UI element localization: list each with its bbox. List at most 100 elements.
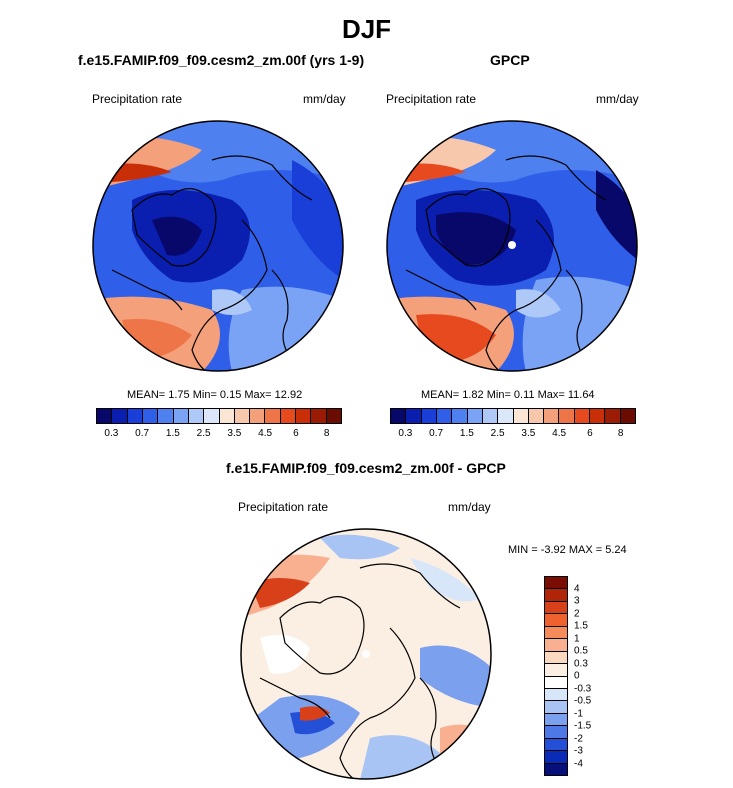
colorbar-swatch — [545, 738, 567, 752]
colorbar-tick-label: 3.5 — [521, 428, 536, 439]
model-precip-map — [92, 120, 344, 372]
model-colorbar-swatches — [96, 408, 342, 424]
model-stats: MEAN= 1.75 Min= 0.15 Max= 12.92 — [127, 389, 303, 401]
obs-units-label: mm/day — [596, 92, 639, 106]
colorbar-swatch — [620, 409, 635, 423]
colorbar-tick-label: 4.5 — [258, 428, 273, 439]
colorbar-swatch — [528, 409, 545, 423]
colorbar-swatch — [234, 409, 251, 423]
colorbar-tick-label: 2 — [574, 608, 580, 619]
colorbar-swatch — [545, 577, 567, 590]
colorbar-swatch — [482, 409, 499, 423]
obs-stats: MEAN= 1.82 Min= 0.11 Max= 11.64 — [421, 389, 595, 401]
colorbar-tick-label: 1 — [574, 633, 580, 644]
pole-hole-marker — [362, 650, 370, 658]
obs-colorbar: 0.3 0.7 1.5 2.5 3.5 4.5 6 8 — [390, 408, 636, 439]
colorbar-tick-label: 4 — [574, 583, 580, 594]
colorbar-swatch — [545, 614, 567, 627]
colorbar-swatch — [406, 409, 422, 423]
diff-colorbar-swatches — [544, 576, 568, 776]
colorbar-swatch — [188, 409, 205, 423]
colorbar-swatch — [219, 409, 235, 423]
colorbar-swatch — [311, 409, 327, 423]
colorbar-tick-label: 1.5 — [165, 428, 180, 439]
colorbar-swatch — [559, 409, 575, 423]
colorbar-tick-label: -2 — [574, 733, 583, 744]
colorbar-swatch — [127, 409, 143, 423]
colorbar-tick-label: 2.5 — [490, 428, 505, 439]
colorbar-swatch — [142, 409, 159, 423]
colorbar-tick-label: 0.7 — [135, 428, 150, 439]
colorbar-swatch — [391, 409, 407, 423]
diff-stats: MIN = -3.92 MAX = 5.24 — [508, 544, 627, 556]
colorbar-swatch — [513, 409, 529, 423]
colorbar-swatch — [498, 409, 514, 423]
colorbar-swatch — [544, 409, 560, 423]
colorbar-tick-label: 6 — [587, 428, 593, 439]
colorbar-tick-label: -4 — [574, 758, 583, 769]
colorbar-tick-label: -1.5 — [574, 720, 592, 732]
figure-title: DJF — [341, 14, 392, 44]
model-colorbar-ticks: 0.3 0.7 1.5 2.5 3.5 4.5 6 8 — [96, 424, 342, 439]
diff-panel-title: f.e15.FAMIP.f09_f09.cesm2_zm.00f - GPCP — [226, 460, 506, 476]
colorbar-swatch — [545, 701, 567, 714]
colorbar-swatch — [574, 409, 591, 423]
colorbar-swatch — [326, 409, 341, 423]
pole-hole-marker — [508, 241, 516, 249]
colorbar-tick-label: 0 — [574, 670, 580, 682]
obs-colorbar-ticks: 0.3 0.7 1.5 2.5 3.5 4.5 6 8 — [390, 424, 636, 439]
colorbar-swatch — [436, 409, 453, 423]
colorbar-tick-label: 0.7 — [429, 428, 444, 439]
colorbar-tick-label: 0.3 — [398, 428, 413, 439]
obs-variable-label: Precipitation rate — [386, 92, 477, 106]
colorbar-tick-label: 3 — [574, 595, 580, 607]
colorbar-swatch — [545, 676, 567, 689]
colorbar-tick-label: 0.3 — [104, 428, 119, 439]
colorbar-swatch — [545, 626, 567, 640]
model-variable-label: Precipitation rate — [92, 92, 183, 106]
colorbar-swatch — [250, 409, 266, 423]
colorbar-tick-label: -1 — [574, 708, 583, 719]
model-panel-title: f.e15.FAMIP.f09_f09.cesm2_zm.00f (yrs 1-… — [78, 52, 365, 68]
diff-colorbar-ticks: 4 3 2 1.5 1 0.5 0.3 0 -0.3 -0.5 -1 -1.5 -2 -3 -4 — [574, 576, 614, 776]
colorbar-tick-label: 3.5 — [227, 428, 242, 439]
diff-variable-label: Precipitation rate — [238, 500, 329, 514]
colorbar-swatch — [545, 601, 567, 615]
diff-precip-map — [240, 528, 492, 780]
colorbar-tick-label: 6 — [293, 428, 299, 439]
colorbar-swatch — [158, 409, 174, 423]
colorbar-swatch — [545, 763, 567, 775]
obs-panel-title: GPCP — [490, 52, 530, 68]
colorbar-tick-label: -3 — [574, 745, 583, 757]
diff-colorbar: 4 3 2 1.5 1 0.5 0.3 0 -0.3 -0.5 -1 -1.5 -2 -3 -4 — [544, 576, 591, 776]
colorbar-swatch — [545, 726, 567, 739]
colorbar-swatch — [296, 409, 312, 423]
colorbar-tick-label: -0.5 — [574, 695, 592, 707]
colorbar-swatch — [112, 409, 128, 423]
colorbar-swatch — [204, 409, 220, 423]
colorbar-tick-label: 8 — [617, 428, 624, 439]
colorbar-tick-label: 1.5 — [459, 428, 474, 439]
colorbar-tick-label: 0.5 — [574, 645, 588, 657]
colorbar-swatch — [545, 651, 567, 665]
colorbar-tick-label: 8 — [323, 428, 330, 439]
diff-units-label: mm/day — [448, 500, 491, 514]
colorbar-swatch — [97, 409, 113, 423]
colorbar-swatch — [173, 409, 189, 423]
colorbar-swatch — [545, 713, 567, 727]
colorbar-swatch — [545, 751, 567, 764]
colorbar-swatch — [545, 589, 567, 602]
colorbar-swatch — [421, 409, 437, 423]
colorbar-swatch — [467, 409, 483, 423]
colorbar-swatch — [545, 639, 567, 652]
colorbar-tick-label: 4.5 — [552, 428, 567, 439]
colorbar-tick-label: 0.3 — [574, 658, 588, 669]
colorbar-swatch — [280, 409, 297, 423]
obs-precip-map — [386, 120, 638, 372]
model-colorbar: 0.3 0.7 1.5 2.5 3.5 4.5 6 8 — [96, 408, 342, 439]
colorbar-swatch — [452, 409, 468, 423]
colorbar-swatch — [265, 409, 281, 423]
colorbar-swatch — [545, 664, 567, 677]
colorbar-swatch — [545, 688, 567, 702]
obs-colorbar-swatches — [390, 408, 636, 424]
